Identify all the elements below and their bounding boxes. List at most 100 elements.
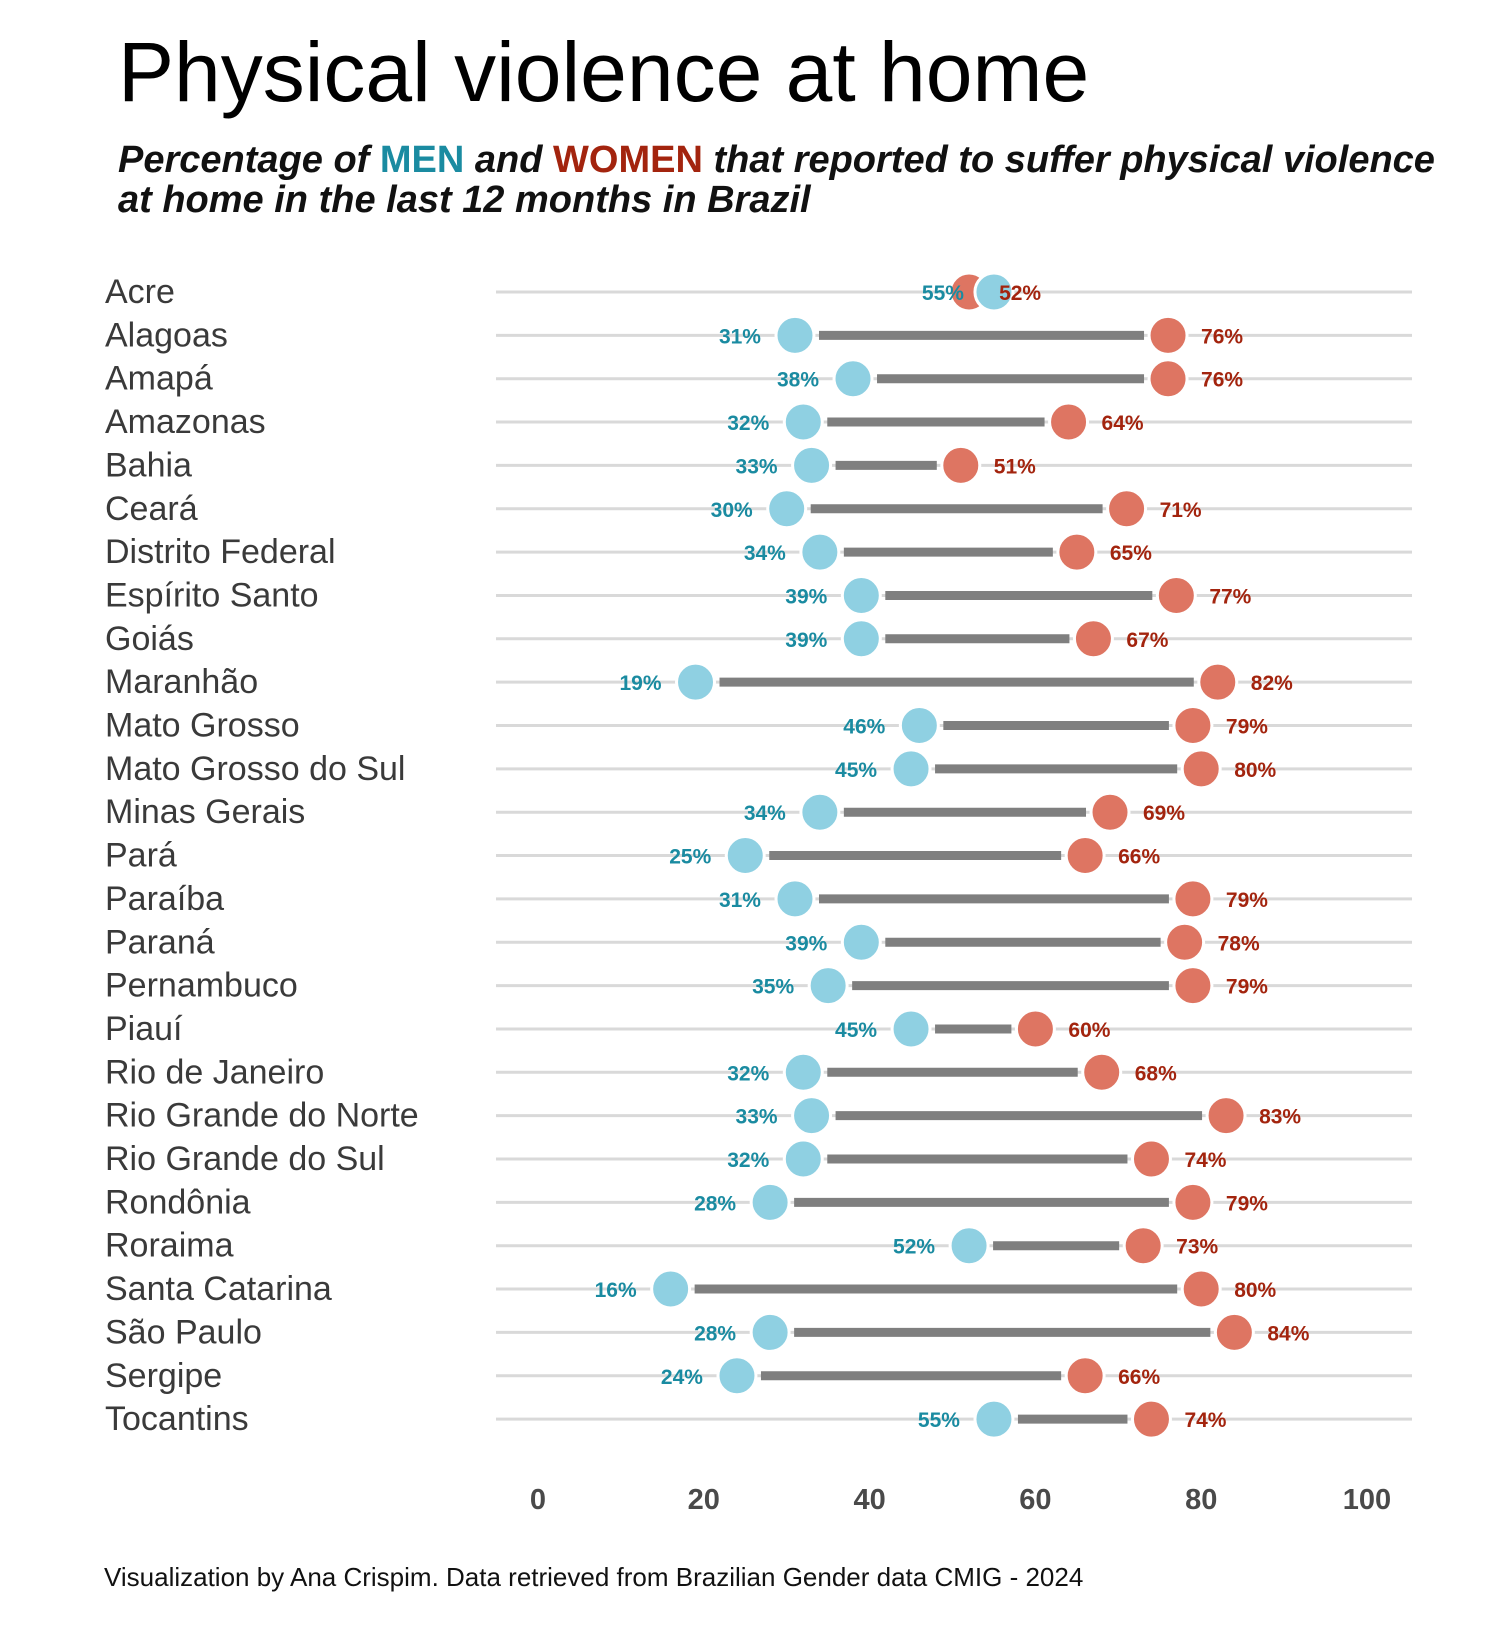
men-value-label: 34% <box>744 542 786 565</box>
women-value-label: 65% <box>1110 542 1152 565</box>
women-point <box>1172 965 1214 1007</box>
men-value-label: 34% <box>744 802 786 825</box>
women-point <box>1122 1225 1164 1267</box>
women-point <box>1164 921 1206 963</box>
women-value-label: 71% <box>1160 499 1202 522</box>
women-point <box>1072 618 1114 660</box>
women-point <box>1180 1268 1222 1310</box>
men-point <box>782 1138 824 1180</box>
women-point <box>1172 878 1214 920</box>
men-point <box>749 1311 791 1353</box>
women-point <box>1064 1355 1106 1397</box>
men-value-label: 38% <box>777 369 819 392</box>
women-value-label: 52% <box>999 282 1041 305</box>
women-point <box>1089 791 1131 833</box>
state-label: Maranhão <box>105 663 258 701</box>
men-value-label: 39% <box>785 585 827 608</box>
women-value-label: 74% <box>1184 1409 1226 1432</box>
state-label: Alagoas <box>105 316 228 354</box>
women-value-label: 64% <box>1102 412 1144 435</box>
women-value-label: 84% <box>1267 1322 1309 1345</box>
chart-caption: Visualization by Ana Crispim. Data retri… <box>104 1562 1084 1592</box>
state-label: Rio Grande do Norte <box>105 1097 419 1135</box>
state-label: Tocantins <box>105 1400 249 1438</box>
state-label: Sergipe <box>105 1357 222 1395</box>
men-value-label: 31% <box>719 325 761 348</box>
men-value-label: 39% <box>785 932 827 955</box>
men-point <box>749 1181 791 1223</box>
chart-title: Physical violence at home <box>118 25 1090 119</box>
men-value-label: 46% <box>843 716 885 739</box>
women-value-label: 76% <box>1201 325 1243 348</box>
x-tick-label: 60 <box>1019 1484 1051 1516</box>
men-value-label: 25% <box>669 846 711 869</box>
women-value-label: 73% <box>1176 1236 1218 1259</box>
men-value-label: 55% <box>918 1409 960 1432</box>
subtitle-text-1: Percentage of <box>118 139 380 181</box>
women-value-label: 82% <box>1251 672 1293 695</box>
women-value-label: 79% <box>1226 1192 1268 1215</box>
men-value-label: 24% <box>661 1366 703 1389</box>
men-point <box>807 965 849 1007</box>
women-value-label: 83% <box>1259 1106 1301 1129</box>
women-point <box>940 444 982 486</box>
women-value-label: 76% <box>1201 369 1243 392</box>
state-label: Amazonas <box>105 403 266 441</box>
women-value-label: 79% <box>1226 716 1268 739</box>
men-value-label: 33% <box>736 455 778 478</box>
state-label: Rio Grande do Sul <box>105 1140 385 1178</box>
men-value-label: 32% <box>727 412 769 435</box>
men-point <box>799 531 841 573</box>
men-point <box>840 574 882 616</box>
women-value-label: 51% <box>994 455 1036 478</box>
men-value-label: 30% <box>711 499 753 522</box>
women-value-label: 66% <box>1118 846 1160 869</box>
men-value-label: 55% <box>922 282 964 305</box>
women-point <box>1172 1181 1214 1223</box>
men-point <box>675 661 717 703</box>
men-point <box>791 1095 833 1137</box>
men-point <box>716 1355 758 1397</box>
x-tick-label: 100 <box>1343 1484 1391 1516</box>
state-label: Rondônia <box>105 1183 251 1221</box>
men-point <box>774 878 816 920</box>
men-point <box>973 1398 1015 1440</box>
men-value-label: 45% <box>835 1019 877 1042</box>
men-point <box>890 748 932 790</box>
men-value-label: 19% <box>619 672 661 695</box>
men-point <box>840 921 882 963</box>
x-tick-label: 0 <box>530 1484 546 1516</box>
men-point <box>782 401 824 443</box>
subtitle-women-keyword: WOMEN <box>553 139 703 181</box>
state-label: Goiás <box>105 620 194 658</box>
women-value-label: 74% <box>1184 1149 1226 1172</box>
state-label: Pará <box>105 837 177 875</box>
women-point <box>1147 314 1189 356</box>
state-label: Mato Grosso <box>105 707 300 745</box>
men-point <box>650 1268 692 1310</box>
women-point <box>1172 705 1214 746</box>
women-value-label: 66% <box>1118 1366 1160 1389</box>
women-value-label: 79% <box>1226 976 1268 999</box>
men-value-label: 45% <box>835 759 877 782</box>
state-label: Paraná <box>105 923 215 961</box>
women-value-label: 80% <box>1234 759 1276 782</box>
women-point <box>1205 1095 1247 1137</box>
women-value-label: 79% <box>1226 889 1268 912</box>
men-point <box>973 271 1015 313</box>
state-label: Roraima <box>105 1227 234 1265</box>
women-point <box>1213 1311 1255 1353</box>
men-point <box>832 358 874 400</box>
subtitle-text-3: that reported to suffer physical violenc… <box>118 139 1435 221</box>
men-point <box>774 314 816 356</box>
women-point <box>1197 661 1239 703</box>
state-label: Espírito Santo <box>105 576 319 614</box>
women-point <box>1014 1008 1056 1050</box>
men-value-label: 28% <box>694 1322 736 1345</box>
women-value-label: 80% <box>1234 1279 1276 1302</box>
state-label: São Paulo <box>105 1313 262 1351</box>
state-label: Piauí <box>105 1010 183 1048</box>
women-value-label: 77% <box>1209 585 1251 608</box>
subtitle-text-2: and <box>464 139 554 181</box>
